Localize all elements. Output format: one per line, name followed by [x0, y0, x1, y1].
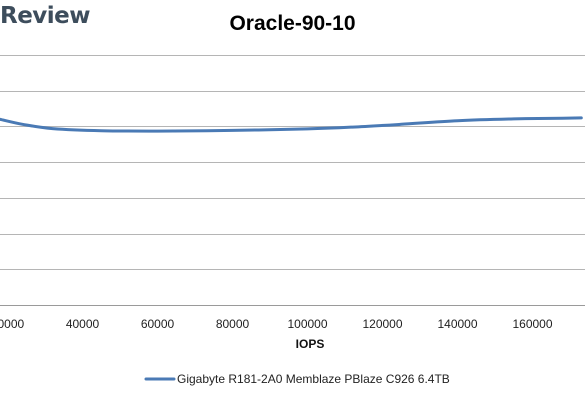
series-line-1	[0, 116, 583, 133]
x-axis-label: IOPS	[296, 337, 325, 351]
x-tick-labels: 20000 40000 60000 80000 100000 120000 140000 16…	[0, 317, 553, 331]
x-tick-label: 20000	[0, 317, 25, 331]
chart-title: Oracle-90-10	[229, 12, 356, 35]
brand-logo-text: Review	[0, 3, 91, 29]
x-tick-label: 80000	[216, 317, 250, 331]
x-tick-label: 60000	[141, 317, 175, 331]
x-tick-label: 140000	[437, 317, 477, 331]
series-layer	[0, 116, 583, 133]
x-tick-label: 120000	[362, 317, 402, 331]
x-tick-label: 160000	[512, 317, 552, 331]
x-tick-label: 40000	[66, 317, 100, 331]
legend: Gigabyte R181-2A0 Memblaze PBlaze C926 6…	[144, 372, 450, 386]
gridlines	[0, 55, 585, 306]
x-tick-label: 100000	[287, 317, 327, 331]
legend-entry-label: Gigabyte R181-2A0 Memblaze PBlaze C926 6…	[177, 372, 450, 386]
